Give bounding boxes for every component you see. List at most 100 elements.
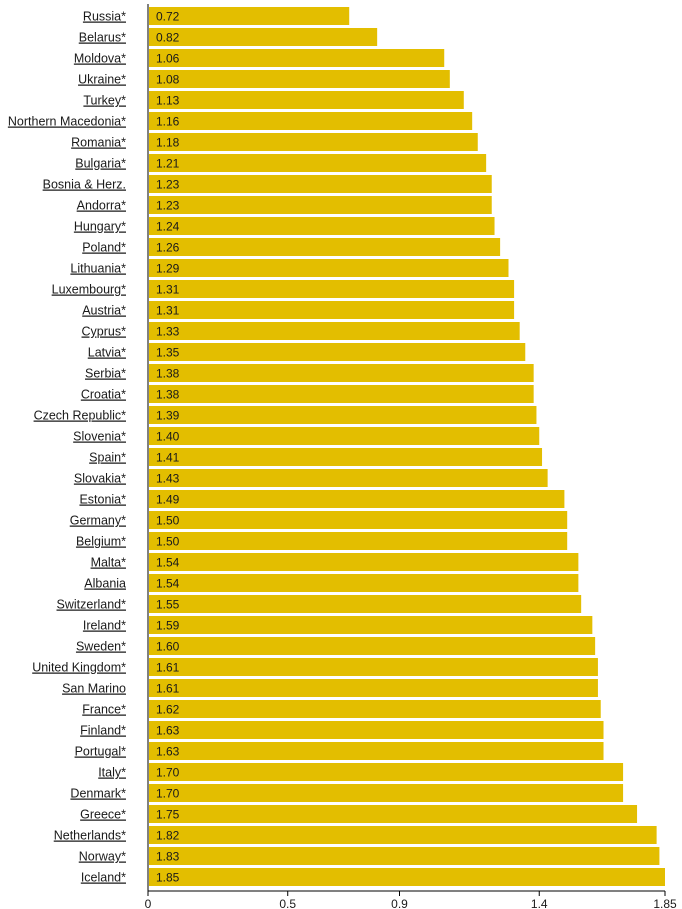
bar[interactable]: [149, 595, 582, 613]
bar[interactable]: [149, 175, 492, 193]
bar[interactable]: [149, 763, 624, 781]
bar[interactable]: [149, 826, 657, 844]
bar[interactable]: [149, 511, 568, 529]
bar[interactable]: [149, 7, 350, 25]
country-label[interactable]: Denmark*: [70, 787, 126, 801]
country-label[interactable]: Latvia*: [88, 346, 126, 360]
country-label[interactable]: Austria*: [82, 304, 126, 318]
country-label[interactable]: Moldova*: [74, 52, 126, 66]
country-label[interactable]: Switzerland*: [57, 598, 127, 612]
country-label[interactable]: Italy*: [98, 766, 126, 780]
country-label[interactable]: Sweden*: [76, 640, 126, 654]
value-label: 1.61: [156, 661, 180, 675]
bar[interactable]: [149, 70, 450, 88]
country-label[interactable]: Poland*: [82, 241, 126, 255]
bar[interactable]: [149, 742, 604, 760]
bar[interactable]: [149, 637, 596, 655]
bar[interactable]: [149, 784, 624, 802]
value-label: 1.49: [156, 493, 180, 507]
bar[interactable]: [149, 238, 501, 256]
country-label[interactable]: Estonia*: [79, 493, 126, 507]
country-label[interactable]: Russia*: [83, 10, 126, 24]
bar[interactable]: [149, 427, 540, 445]
bar[interactable]: [149, 490, 565, 508]
value-label: 1.63: [156, 724, 180, 738]
bar[interactable]: [149, 448, 543, 466]
country-label[interactable]: Croatia*: [81, 388, 126, 402]
bar[interactable]: [149, 679, 598, 697]
country-label[interactable]: Belgium*: [76, 535, 126, 549]
value-label: 1.23: [156, 178, 180, 192]
bar[interactable]: [149, 700, 601, 718]
bar[interactable]: [149, 805, 638, 823]
country-label[interactable]: Cyprus*: [82, 325, 127, 339]
value-label: 1.31: [156, 304, 180, 318]
bar[interactable]: [149, 385, 534, 403]
country-label[interactable]: Greece*: [80, 808, 126, 822]
bar[interactable]: [149, 91, 464, 109]
country-label[interactable]: Portugal*: [75, 745, 127, 759]
country-label[interactable]: Belarus*: [79, 31, 126, 45]
country-label[interactable]: Finland*: [80, 724, 126, 738]
country-label[interactable]: Malta*: [91, 556, 127, 570]
country-label[interactable]: Slovenia*: [73, 430, 126, 444]
country-label[interactable]: Germany*: [70, 514, 126, 528]
bar[interactable]: [149, 364, 534, 382]
value-label: 1.50: [156, 514, 180, 528]
country-label[interactable]: San Marino: [62, 682, 126, 696]
country-label[interactable]: Northern Macedonia*: [8, 115, 126, 129]
bar[interactable]: [149, 322, 520, 340]
country-label[interactable]: Ireland*: [83, 619, 126, 633]
bar[interactable]: [149, 217, 495, 235]
country-label[interactable]: Norway*: [79, 850, 126, 864]
country-label[interactable]: Czech Republic*: [34, 409, 127, 423]
x-tick-label: 0.9: [391, 897, 408, 909]
bar[interactable]: [149, 847, 660, 865]
value-label: 1.85: [156, 871, 180, 885]
country-label[interactable]: Iceland*: [81, 871, 126, 885]
value-label: 1.50: [156, 535, 180, 549]
country-label[interactable]: France*: [82, 703, 126, 717]
bar[interactable]: [149, 49, 445, 67]
bar[interactable]: [149, 133, 478, 151]
bar[interactable]: [149, 259, 509, 277]
bar[interactable]: [149, 343, 526, 361]
bar[interactable]: [149, 301, 515, 319]
bar[interactable]: [149, 154, 487, 172]
country-label[interactable]: Andorra*: [77, 199, 126, 213]
value-label: 1.70: [156, 766, 180, 780]
country-label[interactable]: Bosnia & Herz.: [43, 178, 126, 192]
bar[interactable]: [149, 553, 579, 571]
country-label[interactable]: Lithuania*: [70, 262, 126, 276]
bar[interactable]: [149, 280, 515, 298]
bar[interactable]: [149, 574, 579, 592]
value-label: 0.82: [156, 31, 180, 45]
bar[interactable]: [149, 658, 598, 676]
value-label: 1.31: [156, 283, 180, 297]
country-label[interactable]: Luxembourg*: [52, 283, 126, 297]
bar[interactable]: [149, 196, 492, 214]
bar[interactable]: [149, 616, 593, 634]
country-label[interactable]: Hungary*: [74, 220, 126, 234]
x-axis: 0 0.5 0.9 1.4 1.85: [145, 4, 677, 909]
country-label[interactable]: Turkey*: [83, 94, 126, 108]
value-label: 1.08: [156, 73, 180, 87]
bar[interactable]: [149, 28, 378, 46]
country-label[interactable]: Serbia*: [85, 367, 126, 381]
bar[interactable]: [149, 532, 568, 550]
country-label[interactable]: Netherlands*: [54, 829, 126, 843]
bar[interactable]: [149, 721, 604, 739]
country-label[interactable]: United Kingdom*: [32, 661, 126, 675]
country-label[interactable]: Albania: [84, 577, 126, 591]
bar[interactable]: [149, 406, 537, 424]
bar[interactable]: [149, 112, 473, 130]
country-label[interactable]: Ukraine*: [78, 73, 126, 87]
bar[interactable]: [149, 469, 548, 487]
value-label: 1.06: [156, 52, 180, 66]
country-label[interactable]: Slovakia*: [74, 472, 126, 486]
bar[interactable]: [149, 868, 665, 886]
country-label[interactable]: Romania*: [71, 136, 126, 150]
country-label[interactable]: Bulgaria*: [75, 157, 126, 171]
country-label[interactable]: Spain*: [89, 451, 126, 465]
